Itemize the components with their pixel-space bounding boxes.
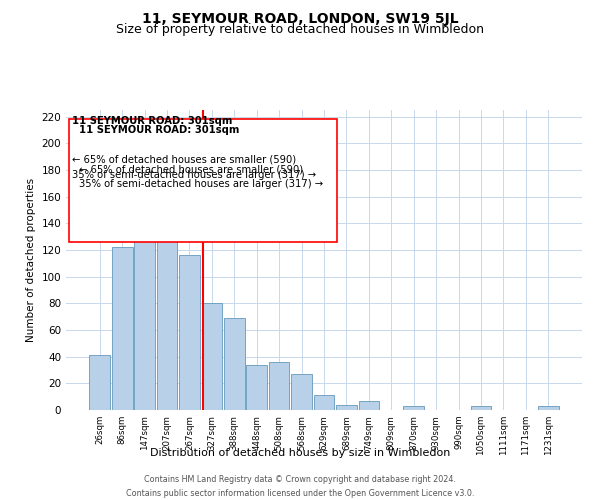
Bar bbox=[134, 164, 155, 410]
Bar bbox=[224, 318, 245, 410]
Text: Size of property relative to detached houses in Wimbledon: Size of property relative to detached ho… bbox=[116, 22, 484, 36]
Bar bbox=[403, 406, 424, 410]
Bar bbox=[538, 406, 559, 410]
Text: Contains HM Land Registry data © Crown copyright and database right 2024.
Contai: Contains HM Land Registry data © Crown c… bbox=[126, 476, 474, 498]
Text: ← 65% of detached houses are smaller (590)
35% of semi-detached houses are large: ← 65% of detached houses are smaller (59… bbox=[71, 155, 316, 180]
Bar bbox=[157, 178, 178, 410]
Text: 11 SEYMOUR ROAD: 301sqm: 11 SEYMOUR ROAD: 301sqm bbox=[71, 116, 232, 126]
Text: 11, SEYMOUR ROAD, LONDON, SW19 5JL: 11, SEYMOUR ROAD, LONDON, SW19 5JL bbox=[142, 12, 458, 26]
Bar bbox=[112, 248, 133, 410]
Y-axis label: Number of detached properties: Number of detached properties bbox=[26, 178, 36, 342]
Bar bbox=[291, 374, 312, 410]
FancyBboxPatch shape bbox=[68, 119, 337, 242]
Text: ← 65% of detached houses are smaller (590)
35% of semi-detached houses are large: ← 65% of detached houses are smaller (59… bbox=[79, 164, 323, 189]
Bar bbox=[470, 406, 491, 410]
Text: 11 SEYMOUR ROAD: 301sqm: 11 SEYMOUR ROAD: 301sqm bbox=[79, 125, 239, 135]
Bar bbox=[269, 362, 289, 410]
Bar bbox=[336, 404, 357, 410]
Bar bbox=[359, 400, 379, 410]
Bar bbox=[179, 256, 200, 410]
Bar bbox=[89, 356, 110, 410]
Bar bbox=[202, 304, 222, 410]
Text: Distribution of detached houses by size in Wimbledon: Distribution of detached houses by size … bbox=[150, 448, 450, 458]
Bar bbox=[314, 396, 334, 410]
Bar bbox=[247, 364, 267, 410]
